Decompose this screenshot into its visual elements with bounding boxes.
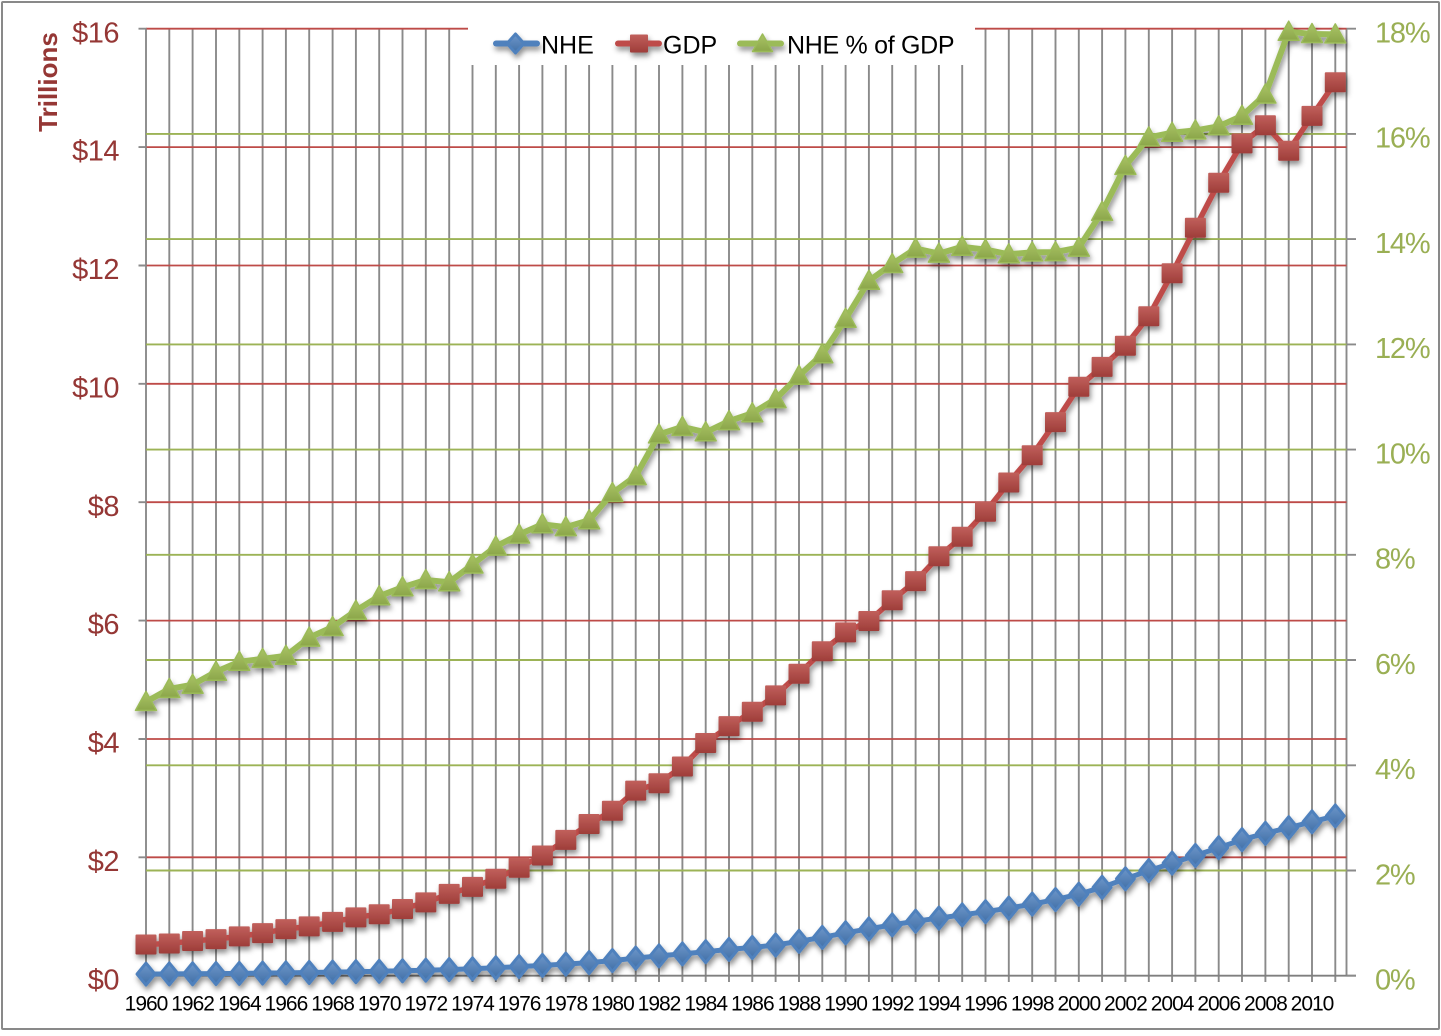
svg-text:$12: $12 [72, 254, 119, 286]
svg-text:14%: 14% [1375, 228, 1430, 260]
svg-text:2010: 2010 [1291, 993, 1334, 1016]
svg-text:NHE % of GDP: NHE % of GDP [787, 32, 954, 60]
svg-text:GDP: GDP [663, 32, 717, 60]
svg-text:Trillions: Trillions [33, 32, 63, 132]
svg-text:2%: 2% [1375, 859, 1415, 891]
svg-text:1976: 1976 [498, 993, 541, 1016]
svg-text:1994: 1994 [918, 993, 962, 1016]
svg-text:$4: $4 [88, 728, 120, 760]
svg-text:1964: 1964 [218, 993, 262, 1016]
svg-text:1960: 1960 [125, 993, 168, 1016]
svg-text:1968: 1968 [311, 993, 354, 1016]
svg-text:12%: 12% [1375, 333, 1430, 365]
svg-text:2004: 2004 [1151, 993, 1195, 1016]
svg-text:2006: 2006 [1197, 993, 1240, 1016]
svg-text:1982: 1982 [638, 993, 681, 1016]
svg-text:1972: 1972 [404, 993, 447, 1016]
svg-text:1962: 1962 [171, 993, 214, 1016]
svg-text:1980: 1980 [591, 993, 634, 1016]
svg-text:18%: 18% [1375, 18, 1430, 50]
svg-text:6%: 6% [1375, 649, 1415, 681]
svg-text:1990: 1990 [824, 993, 867, 1016]
svg-text:2008: 2008 [1244, 993, 1287, 1016]
svg-text:$2: $2 [88, 846, 119, 878]
svg-text:1986: 1986 [731, 993, 774, 1016]
svg-text:NHE: NHE [541, 32, 594, 60]
svg-text:0%: 0% [1375, 965, 1415, 997]
svg-text:1984: 1984 [684, 993, 728, 1016]
svg-text:1988: 1988 [778, 993, 821, 1016]
svg-text:$16: $16 [72, 17, 119, 49]
svg-text:1970: 1970 [358, 993, 401, 1016]
svg-text:1978: 1978 [544, 993, 587, 1016]
svg-text:$0: $0 [88, 964, 119, 996]
svg-text:2002: 2002 [1104, 993, 1147, 1016]
svg-text:1998: 1998 [1011, 993, 1054, 1016]
svg-text:$8: $8 [88, 491, 119, 523]
svg-text:8%: 8% [1375, 544, 1415, 576]
svg-text:10%: 10% [1375, 438, 1430, 470]
svg-text:$6: $6 [88, 609, 119, 641]
svg-text:1996: 1996 [964, 993, 1007, 1016]
svg-text:4%: 4% [1375, 754, 1415, 786]
svg-text:1974: 1974 [451, 993, 495, 1016]
svg-text:16%: 16% [1375, 123, 1430, 155]
svg-text:1992: 1992 [871, 993, 914, 1016]
svg-text:$14: $14 [72, 136, 119, 168]
svg-text:1966: 1966 [265, 993, 308, 1016]
svg-text:$10: $10 [72, 372, 119, 404]
svg-text:2000: 2000 [1057, 993, 1100, 1016]
